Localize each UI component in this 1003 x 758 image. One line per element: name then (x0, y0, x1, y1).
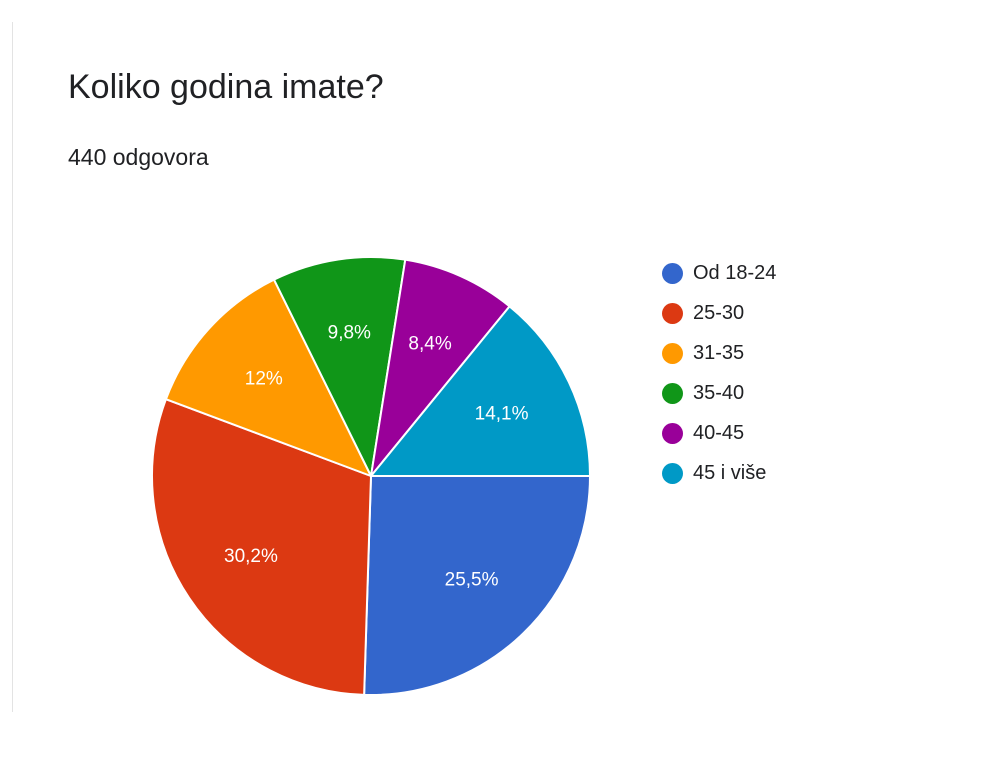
pie-slice-4[interactable] (370, 258, 511, 477)
legend-label: Od 18-24 (693, 261, 777, 284)
slice-label-2: 12% (245, 369, 283, 390)
pie-slice-5[interactable] (370, 305, 591, 477)
legend-label: 25-30 (693, 301, 745, 324)
legend-swatch (662, 262, 683, 284)
legend-label: 31-35 (693, 341, 745, 364)
legend-item-0[interactable]: Od 18-24 (662, 253, 776, 293)
question-title: Koliko godina imate? (68, 68, 384, 106)
response-count: 440 odgovora (68, 144, 209, 170)
pie-slice-3[interactable] (273, 256, 407, 477)
legend-item-1[interactable]: 25-30 (662, 293, 776, 333)
slice-label-0: 25,5% (445, 569, 499, 590)
slice-label-3: 9,8% (328, 323, 371, 344)
legend-item-5[interactable]: 45 i više (662, 453, 776, 493)
legend-swatch (662, 462, 683, 484)
legend-item-3[interactable]: 35-40 (662, 373, 776, 413)
pie-slice-0[interactable] (363, 475, 591, 696)
legend-label: 40-45 (693, 421, 745, 444)
slice-label-1: 30,2% (224, 546, 278, 567)
slice-label-5: 14,1% (475, 404, 529, 425)
chart-legend: Od 18-24 25-30 31-35 35-40 40-45 45 i više (662, 253, 776, 493)
legend-label: 45 i više (693, 461, 767, 484)
slice-label-4: 8,4% (408, 334, 451, 355)
legend-swatch (662, 422, 683, 444)
card-border (12, 22, 13, 712)
legend-item-2[interactable]: 31-35 (662, 333, 776, 373)
pie-slice-2[interactable] (164, 278, 372, 477)
legend-label: 35-40 (693, 381, 745, 404)
legend-swatch (662, 382, 683, 404)
pie-slice-1[interactable] (151, 398, 372, 696)
legend-swatch (662, 342, 683, 364)
legend-item-4[interactable]: 40-45 (662, 413, 776, 453)
legend-swatch (662, 302, 683, 324)
